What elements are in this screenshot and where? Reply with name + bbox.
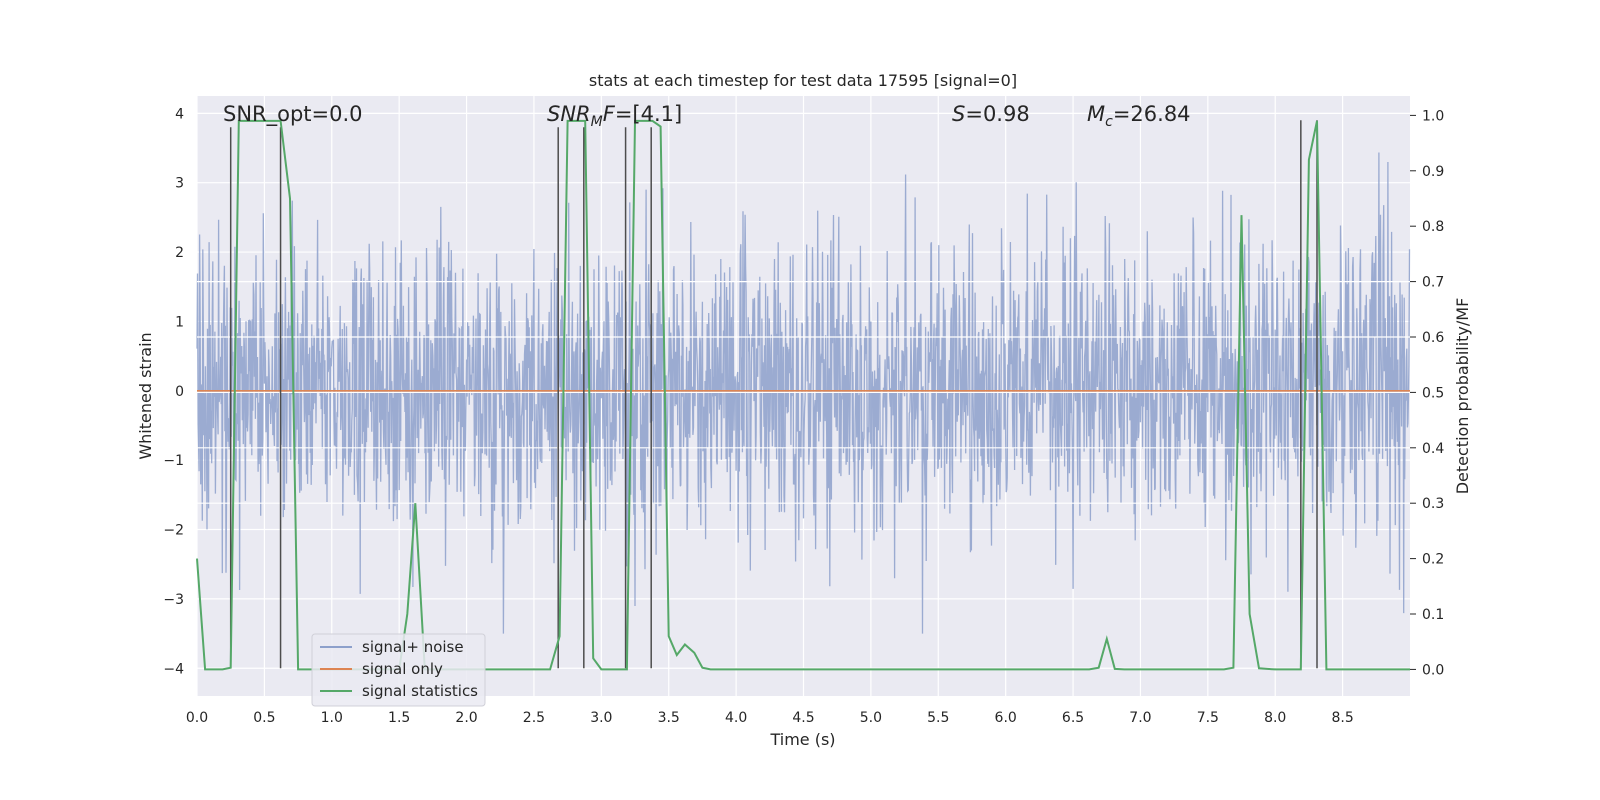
y2-tick-label: 1.0 bbox=[1422, 108, 1444, 124]
x-axis-ticks: 0.0 0.5 1.0 1.5 2.0 2.5 3.0 3.5 4.0 4.5 5.0 5.5 6.0 6… bbox=[186, 710, 1354, 726]
y2-tick-label: 0.6 bbox=[1422, 330, 1444, 346]
legend-label-noise: signal+ noise bbox=[362, 638, 464, 656]
annotations: SNR_opt=0.0 SNRMF=[4.1] S=0.98 Mc=26.84 bbox=[223, 102, 1191, 130]
legend: signal+ noise signal only signal statist… bbox=[311, 633, 486, 707]
y2-axis-ticks: 1.0 0.9 0.8 0.7 0.6 0.5 0.4 0.3 0.2 0.1 0.0 bbox=[1410, 108, 1444, 678]
x-tick-label: 5.0 bbox=[860, 710, 882, 726]
x-tick-label: 3.0 bbox=[590, 710, 612, 726]
y-tick-label: 1 bbox=[175, 314, 184, 330]
marker-lines bbox=[229, 120, 1318, 669]
y2-tick-label: 0.7 bbox=[1422, 275, 1444, 291]
x-axis-label: Time (s) bbox=[769, 730, 835, 749]
x-tick-label: 8.0 bbox=[1264, 710, 1286, 726]
y-tick-label: 2 bbox=[175, 245, 184, 261]
reference-gridlines bbox=[197, 280, 1410, 504]
legend-label-signal: signal only bbox=[362, 660, 443, 678]
x-tick-label: 2.5 bbox=[523, 710, 545, 726]
y2-tick-label: 0.4 bbox=[1422, 441, 1444, 457]
x-tick-label: 3.5 bbox=[658, 710, 680, 726]
y-tick-label: 0 bbox=[175, 384, 184, 400]
noise-line bbox=[196, 152, 1411, 634]
x-tick-label: 6.5 bbox=[1062, 710, 1084, 726]
x-tick-label: 0.0 bbox=[186, 710, 208, 726]
x-tick-label: 6.0 bbox=[995, 710, 1017, 726]
annotation-mc: Mc=26.84 bbox=[1087, 102, 1191, 130]
x-tick-label: 0.5 bbox=[253, 710, 275, 726]
stat-line bbox=[196, 119, 1410, 671]
y-tick-label: −2 bbox=[163, 523, 184, 539]
x-tick-label: 7.0 bbox=[1129, 710, 1151, 726]
x-tick-label: 7.5 bbox=[1197, 710, 1219, 726]
y-tick-label: 4 bbox=[175, 106, 184, 122]
legend-box bbox=[311, 633, 486, 707]
y-axis-label: Whitened strain bbox=[136, 332, 155, 459]
x-tick-label: 4.0 bbox=[725, 710, 747, 726]
x-tick-label: 2.0 bbox=[455, 710, 477, 726]
x-tick-label: 4.5 bbox=[792, 710, 814, 726]
x-tick-label: 5.5 bbox=[927, 710, 949, 726]
y2-tick-label: 0.0 bbox=[1422, 662, 1444, 678]
y-tick-label: −1 bbox=[163, 453, 184, 469]
y-axis-ticks: 4 3 2 1 0 −1 −2 −3 −4 bbox=[163, 106, 184, 677]
y2-tick-label: 0.3 bbox=[1422, 496, 1444, 512]
y2-tick-label: 0.5 bbox=[1422, 385, 1444, 401]
y2-axis-label: Detection probability/MF bbox=[1453, 298, 1472, 495]
annotation-snr-mf: SNRMF=[4.1] bbox=[547, 102, 682, 130]
y-tick-label: 3 bbox=[175, 176, 184, 192]
annotation-stat-s: S=0.98 bbox=[952, 102, 1030, 126]
noise-series bbox=[196, 152, 1411, 634]
y-tick-label: −3 bbox=[163, 592, 184, 608]
y2-tick-label: 0.9 bbox=[1422, 164, 1444, 180]
stat-series bbox=[196, 119, 1410, 671]
legend-label-stat: signal statistics bbox=[362, 682, 478, 700]
y2-tick-label: 0.8 bbox=[1422, 219, 1444, 235]
annotation-snr-opt: SNR_opt=0.0 bbox=[223, 102, 363, 127]
chart-title: stats at each timestep for test data 175… bbox=[589, 71, 1017, 90]
x-tick-label: 1.5 bbox=[388, 710, 410, 726]
y-tick-label: −4 bbox=[163, 661, 184, 677]
y2-tick-label: 0.2 bbox=[1422, 552, 1444, 568]
y2-tick-label: 0.1 bbox=[1422, 607, 1444, 623]
x-tick-label: 8.5 bbox=[1331, 710, 1353, 726]
x-tick-label: 1.0 bbox=[321, 710, 343, 726]
